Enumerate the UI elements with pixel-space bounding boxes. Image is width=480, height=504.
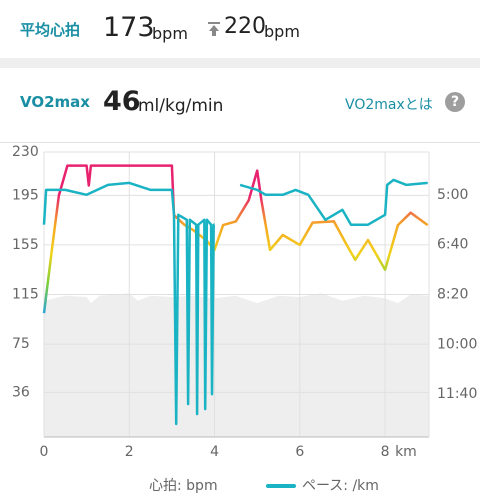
series-line — [42, 178, 428, 426]
y-tick-label: 195 — [12, 187, 39, 203]
elevation-area — [44, 293, 429, 437]
chart: 36 75 115 155 195 230 5:00 6:40 8:20 10:00 11:40 0 2… — [12, 144, 477, 494]
y-tick-label: 36 — [12, 384, 30, 400]
vo2-label: VO2max — [20, 93, 90, 111]
x-tick-label: 0 — [40, 444, 49, 460]
max-hr-unit: bpm — [264, 22, 300, 41]
help-icon[interactable]: ? — [445, 92, 465, 112]
vo2-link[interactable]: VO2maxとは — [345, 97, 433, 113]
y2-tick-label: 11:40 — [437, 386, 477, 402]
legend-label: ペース: /km — [302, 478, 379, 494]
y2-tick-label: 10:00 — [437, 336, 477, 352]
x-tick-label: 8 — [381, 444, 390, 460]
y-tick-label: 75 — [12, 336, 30, 352]
y2-tick-label: 6:40 — [437, 237, 468, 253]
y-tick-label: 155 — [12, 237, 39, 253]
summary-card: 平均心拍 173 bpm 220 bpm — [0, 0, 480, 58]
series-line — [42, 164, 429, 314]
y-tick-label: 230 — [12, 144, 39, 160]
avg-hr-label: 平均心拍 — [20, 21, 81, 39]
y2-tick-label: 8:20 — [437, 287, 468, 303]
x-unit: km — [395, 444, 417, 460]
avg-hr: 173 — [103, 12, 155, 43]
vo2-card: VO2max 46 ml/kg/min VO2maxとは ? — [0, 68, 480, 143]
x-tick-label: 4 — [210, 444, 219, 460]
avg-hr-unit: bpm — [152, 24, 188, 43]
separator — [0, 58, 480, 68]
max-hr: 220 — [224, 14, 266, 39]
max-icon — [208, 22, 220, 36]
y2-tick-label: 5:00 — [437, 187, 468, 203]
legend-label: 心拍: bpm — [149, 478, 218, 494]
vo2-value: 46 — [103, 86, 141, 117]
x-tick-label: 2 — [125, 444, 134, 460]
y-tick-label: 115 — [12, 287, 39, 303]
x-tick-label: 6 — [295, 444, 304, 460]
vo2-unit: ml/kg/min — [138, 96, 224, 116]
